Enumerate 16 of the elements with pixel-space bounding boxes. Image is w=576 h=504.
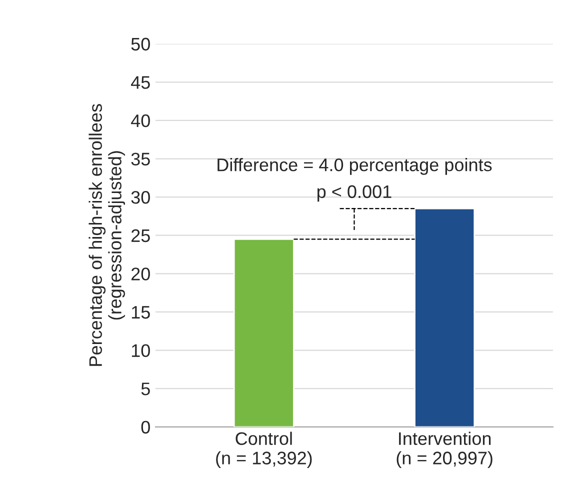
y-tick-label: 45 — [130, 76, 150, 89]
y-tick-label: 30 — [131, 191, 150, 204]
y-axis-title: Percentage of high-risk enrollees (regression-adjusted) — [88, 104, 126, 366]
annotation: p < 0.001 — [318, 185, 392, 202]
y-tick-label: 5 — [141, 382, 150, 396]
annotation: Difference = 4.0 percentage points — [218, 158, 492, 175]
x-tick-label: Control (n = 13,392) — [216, 432, 312, 468]
y-tick-label: 10 — [132, 344, 150, 357]
y-tick-label: 40 — [130, 114, 150, 128]
x-tick-label: Intervention (n = 20,997) — [396, 432, 492, 468]
y-tick-label: 35 — [131, 152, 150, 166]
y-tick-label: 20 — [131, 268, 150, 280]
y-tick-label: 0 — [141, 420, 150, 434]
y-tick-label: 25 — [131, 229, 150, 242]
y-tick-label: 50 — [131, 38, 150, 51]
y-tick-label: 15 — [132, 306, 150, 319]
